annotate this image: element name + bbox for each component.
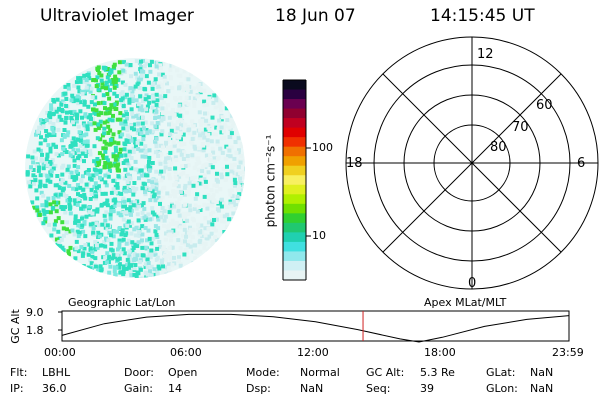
timeline-left-label: Geographic Lat/Lon (68, 296, 176, 309)
colorbar-tick-100: 100 (312, 141, 333, 154)
timeline-right-label: Apex MLat/MLT (424, 296, 507, 309)
time-label: 14:15:45 UT (430, 6, 535, 26)
color-scale-bar (283, 80, 306, 281)
colorbar-segment (283, 232, 306, 243)
timeline-xtick-3: 18:00 (424, 346, 456, 359)
info-value: 5.3 Re (420, 366, 455, 379)
timeline-xtick-1: 06:00 (170, 346, 202, 359)
colorbar-unit-label: photon cm⁻²s⁻¹ (263, 134, 278, 228)
colorbar-segment (283, 99, 306, 110)
info-label: Seq: (366, 382, 391, 395)
colorbar-segment (283, 137, 306, 148)
colorbar-segment (283, 194, 306, 205)
timeline-frame (61, 310, 570, 342)
instrument-title: Ultraviolet Imager (40, 6, 194, 26)
info-label: Flt: (10, 366, 28, 379)
colorbar-tick-10: 10 (312, 229, 326, 242)
info-label: GLat: (486, 366, 516, 379)
colorbar-segment (283, 184, 306, 195)
date-label: 18 Jun 07 (275, 6, 356, 26)
colorbar-segment (283, 165, 306, 176)
colorbar-segment (283, 127, 306, 138)
info-value: Open (168, 366, 198, 379)
colorbar-segment (283, 222, 306, 233)
info-label: Dsp: (246, 382, 271, 395)
info-value: 39 (420, 382, 434, 395)
timeline-xtick-4: 23:59 (552, 346, 584, 359)
colorbar-segment (283, 203, 306, 214)
info-label: Gain: (124, 382, 153, 395)
info-label: Mode: (246, 366, 280, 379)
timeline-ytick-low: 1.8 (26, 324, 44, 337)
colorbar-segment (283, 241, 306, 252)
timeline-axis-label: GC Alt (8, 309, 22, 344)
info-value: NaN (530, 382, 554, 395)
mlt-label-right: 6 (577, 156, 586, 171)
colorbar-segment (283, 108, 306, 119)
mlt-label-bottom: 0 (468, 276, 477, 291)
colorbar-segment (283, 80, 306, 91)
info-value: NaN (530, 366, 554, 379)
info-value: 14 (168, 382, 182, 395)
colorbar-segment (283, 156, 306, 167)
mlt-label-left: 18 (346, 156, 363, 171)
colorbar-segment (283, 118, 306, 129)
lat-label-70: 70 (512, 120, 529, 135)
info-value: LBHL (42, 366, 71, 379)
info-value: 36.0 (42, 382, 67, 395)
info-value: Normal (300, 366, 340, 379)
info-label: GLon: (486, 382, 518, 395)
lat-label-60: 60 (536, 98, 553, 113)
colorbar-segment (283, 213, 306, 224)
info-label: GC Alt: (366, 366, 405, 379)
colorbar-segment (283, 251, 306, 262)
timeline-xtick-2: 12:00 (297, 346, 329, 359)
colorbar-segment (283, 89, 306, 100)
colorbar-segment (283, 270, 306, 281)
colorbar-segment (283, 146, 306, 157)
polar-grid (345, 36, 599, 290)
timeline-xtick-0: 00:00 (44, 346, 76, 359)
info-label: Door: (124, 366, 154, 379)
colorbar-segment (283, 260, 306, 271)
info-label: IP: (10, 382, 24, 395)
timeline-ytick-high: 9.0 (26, 306, 44, 319)
mlt-label-top: 12 (477, 47, 494, 62)
altitude-curve (61, 313, 570, 343)
colorbar-segment (283, 175, 306, 186)
uv-image-disk (25, 58, 245, 278)
info-value: NaN (300, 382, 324, 395)
lat-label-80: 80 (490, 140, 507, 155)
